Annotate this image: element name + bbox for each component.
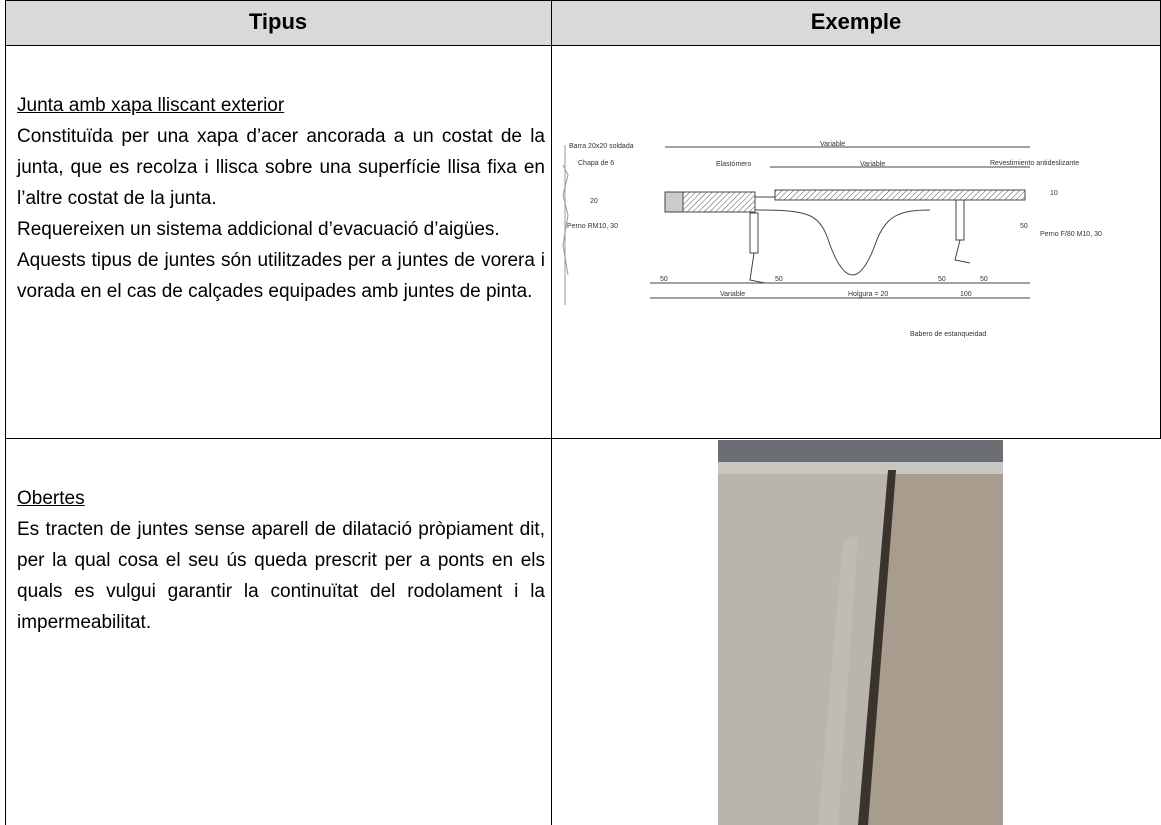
cell: Obertes Es tracten de juntes sense apare… bbox=[17, 483, 545, 638]
drawing-label: Variable bbox=[720, 291, 745, 298]
cell: Junta amb xapa lliscant exterior Constit… bbox=[17, 90, 545, 307]
drawing-label: Holgura = 20 bbox=[848, 291, 888, 298]
header-cell: Exemple bbox=[552, 0, 1160, 45]
drawing-label: Perno F/80 M10, 30 bbox=[1040, 231, 1102, 238]
border bbox=[551, 0, 552, 825]
photo bbox=[718, 440, 1003, 825]
drawing-label: 50 bbox=[660, 276, 668, 283]
paragraph: Constituïda per una xapa d’acer ancorada… bbox=[17, 126, 545, 209]
drawing-label: Revestimiento antideslizante bbox=[990, 160, 1079, 167]
row-title: Junta amb xapa lliscant exterior bbox=[17, 95, 285, 116]
paragraph: Es tracten de juntes sense aparell de di… bbox=[17, 519, 545, 633]
border bbox=[5, 438, 1161, 439]
drawing-label: Elastómero bbox=[716, 161, 752, 168]
header: Tipus bbox=[248, 9, 308, 34]
drawing-label: 50 bbox=[1020, 223, 1028, 230]
border bbox=[5, 0, 1161, 1]
header-cell: Tipus bbox=[5, 0, 551, 45]
drawing-label: Variable bbox=[860, 161, 885, 168]
border bbox=[5, 45, 1161, 46]
drawing-label: Perno RM10, 30 bbox=[567, 223, 618, 230]
row-title: Obertes bbox=[17, 488, 85, 509]
paragraph: Requereixen un sistema addicional d’evac… bbox=[17, 219, 500, 240]
drawing-label: 50 bbox=[938, 276, 946, 283]
drawing-label: Barra 20x20 soldada bbox=[569, 143, 634, 150]
drawing-label: Babero de estanqueidad bbox=[910, 331, 986, 338]
drawing-label: 100 bbox=[960, 291, 972, 298]
drawing-label: Chapa de 6 bbox=[578, 160, 614, 167]
technical-drawing: Barra 20x20 soldada Chapa de 6 Elastómero V… bbox=[562, 141, 1102, 338]
header: Exemple bbox=[810, 9, 902, 34]
drawing-label: Variable bbox=[820, 141, 845, 148]
border bbox=[5, 0, 6, 825]
drawing-label: 20 bbox=[590, 198, 598, 205]
paragraph: Aquests tipus de juntes són utilitzades … bbox=[17, 250, 545, 302]
drawing-label: 10 bbox=[1050, 190, 1058, 197]
drawing-label: 50 bbox=[775, 276, 783, 283]
drawing-label: 50 bbox=[980, 276, 988, 283]
